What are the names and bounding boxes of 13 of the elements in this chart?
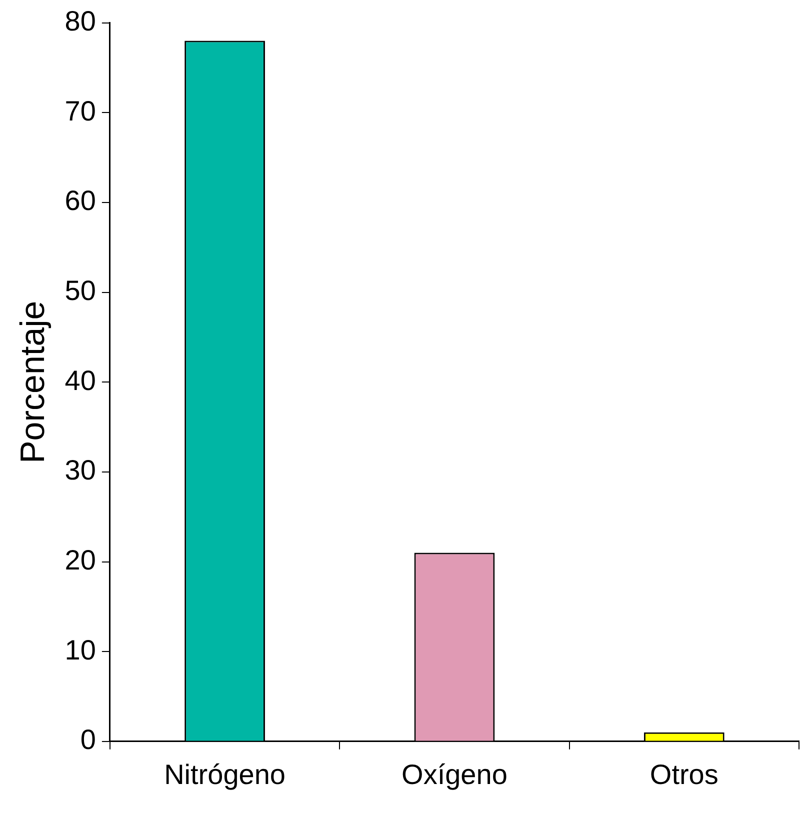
x-tick-label: Oxígeno	[402, 758, 508, 790]
y-tick-label: 60	[64, 185, 96, 216]
y-tick-label: 30	[64, 454, 96, 486]
y-tick-label: 20	[64, 544, 96, 576]
y-tick-label: 0	[80, 724, 96, 756]
y-tick-label: 80	[64, 6, 96, 37]
y-tick-label: 40	[64, 364, 96, 396]
y-tick-label: 10	[64, 634, 96, 666]
x-tick-label: Otros	[650, 758, 718, 790]
x-tick-label: Nitrógeno	[164, 758, 286, 790]
y-axis-title: Porcentaje	[14, 300, 52, 464]
y-tick-label: 50	[64, 274, 96, 306]
y-tick-label: 70	[64, 95, 96, 126]
